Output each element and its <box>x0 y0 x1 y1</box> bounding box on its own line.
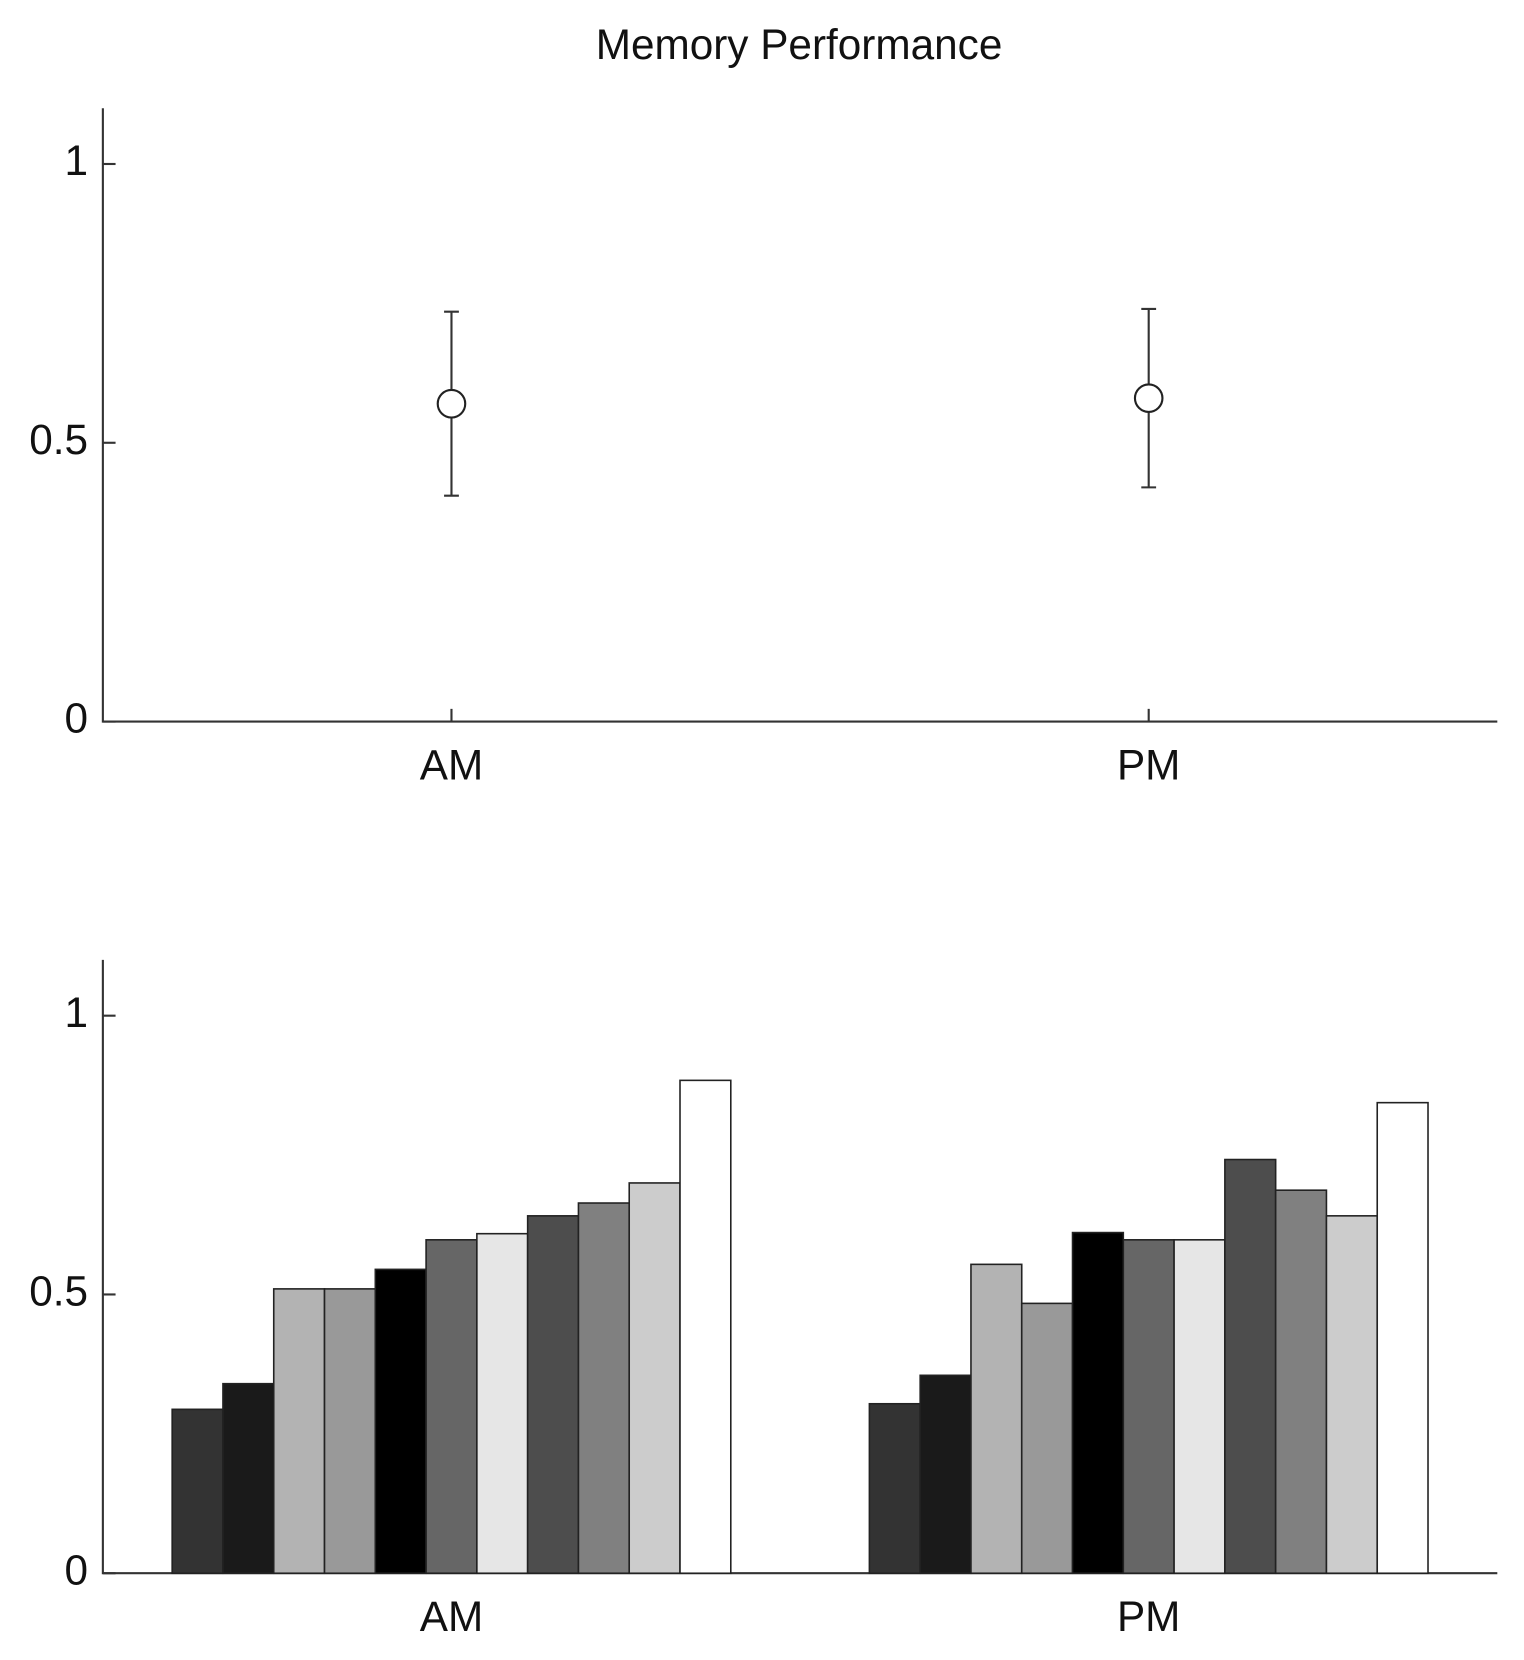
bar <box>577 1202 631 1575</box>
bar <box>1173 1239 1226 1575</box>
bar <box>628 1182 681 1575</box>
bar <box>323 1288 377 1575</box>
marker <box>1133 383 1164 413</box>
y-tick-label: 0 <box>65 695 89 742</box>
y-tick-label: 0.5 <box>29 416 88 463</box>
y-tick-label: 0 <box>65 1546 89 1593</box>
bar <box>1325 1215 1379 1575</box>
y-tick-label: 1 <box>65 137 89 184</box>
axes <box>101 108 1498 723</box>
bar <box>374 1268 427 1575</box>
x-tick-label: PM <box>1117 741 1180 788</box>
y-tick-label: 0.5 <box>29 1268 88 1315</box>
x-tick-label: AM <box>420 1593 483 1640</box>
bar <box>1376 1101 1429 1575</box>
marker <box>436 388 467 419</box>
bar <box>526 1215 580 1575</box>
x-tick-label: AM <box>420 741 483 788</box>
y-tick-label: 1 <box>65 989 89 1036</box>
bar <box>970 1263 1023 1575</box>
bar <box>1071 1231 1125 1575</box>
bar <box>1122 1239 1175 1575</box>
chart-title: Memory Performance <box>596 21 1003 68</box>
bar <box>476 1232 529 1575</box>
bar <box>868 1402 921 1575</box>
bar <box>272 1288 326 1575</box>
bar <box>1020 1302 1074 1575</box>
bar <box>919 1374 972 1575</box>
bar <box>1224 1158 1277 1575</box>
bar <box>171 1408 224 1575</box>
bar <box>425 1239 478 1575</box>
x-tick-label: PM <box>1117 1593 1180 1640</box>
bar <box>222 1382 275 1575</box>
bar <box>1274 1189 1328 1575</box>
bar <box>679 1079 732 1575</box>
